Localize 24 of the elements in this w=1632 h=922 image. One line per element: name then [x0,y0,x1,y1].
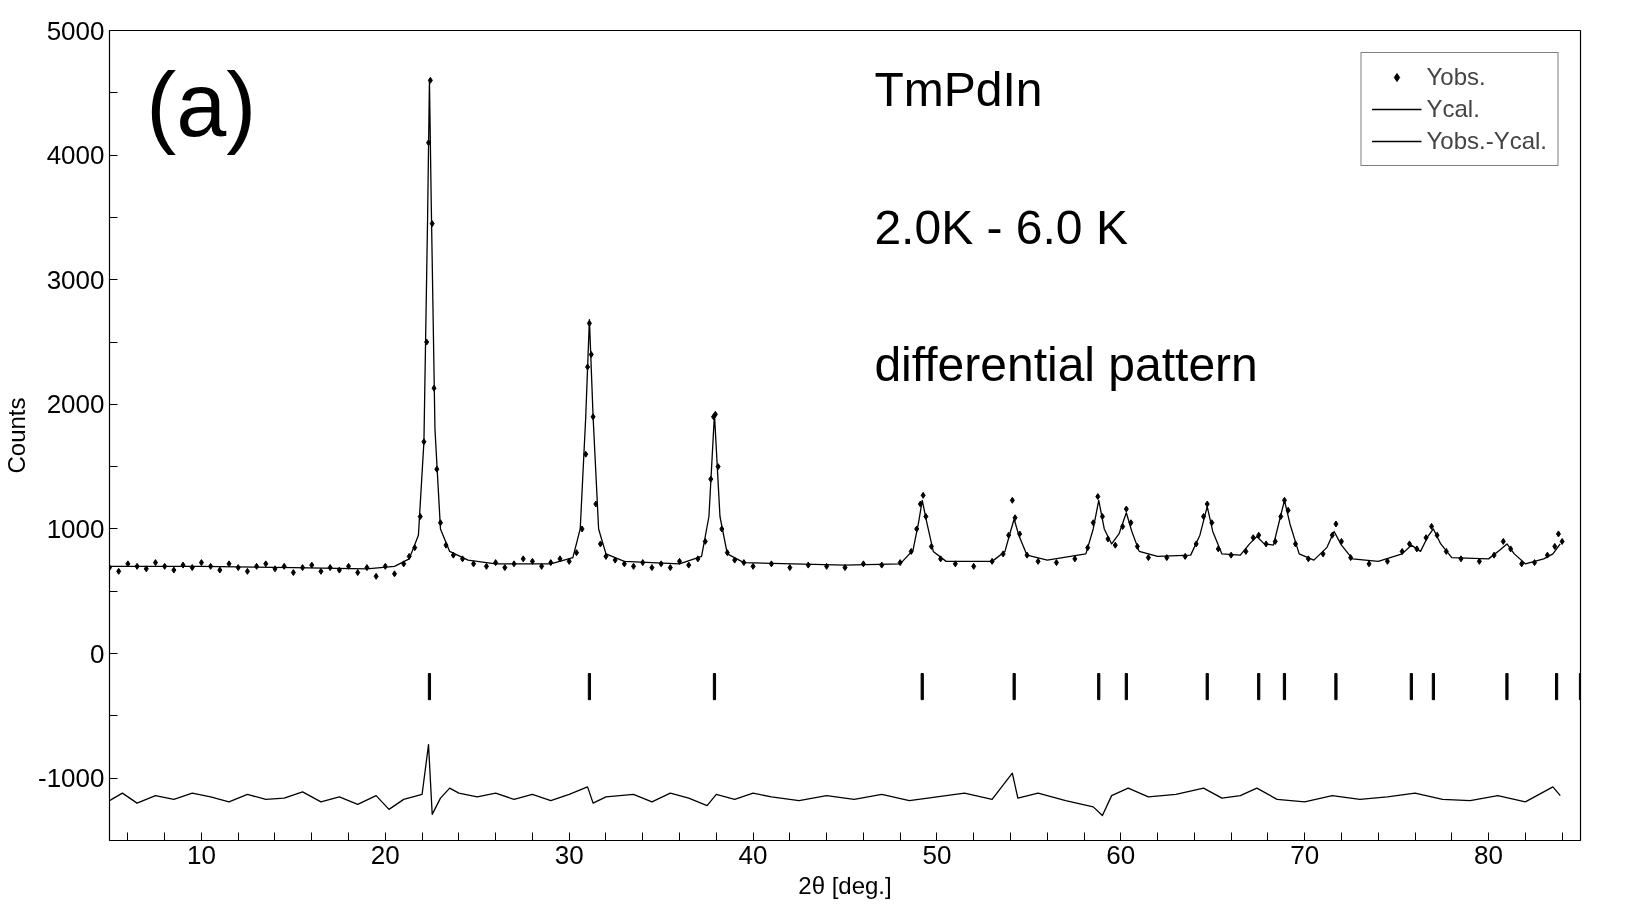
x-tick-label: 10 [186,839,216,870]
x-axis-title: 2θ [deg.] [798,871,892,899]
x-tick-label: 60 [1106,839,1136,870]
y-tick-label: 2000 [46,389,105,420]
legend-label: Ycal. [1426,95,1480,123]
y-tick-label: 1000 [46,513,105,544]
x-tick-label: 80 [1474,839,1504,870]
y-tick-label: 4000 [46,140,105,171]
y-axis-title: Counts [3,397,30,474]
legend-label: Yobs. [1426,63,1486,91]
annotation: 2.0K - 6.0 K [874,200,1128,254]
x-tick-label: 40 [738,839,768,870]
x-tick-label: 70 [1290,839,1320,870]
legend-label: Yobs.-Ycal. [1426,127,1547,155]
y-tick-label: 5000 [46,15,105,46]
y-tick-label: 3000 [46,264,105,295]
annotation: differential pattern [874,338,1258,392]
x-tick-label: 50 [922,839,952,870]
y-tick-label: 0 [90,638,105,669]
x-tick-label: 30 [554,839,584,870]
x-tick-label: 20 [370,839,400,870]
annotation: (a) [146,54,257,155]
annotation: TmPdIn [874,62,1043,116]
y-tick-label: -1000 [38,763,105,794]
